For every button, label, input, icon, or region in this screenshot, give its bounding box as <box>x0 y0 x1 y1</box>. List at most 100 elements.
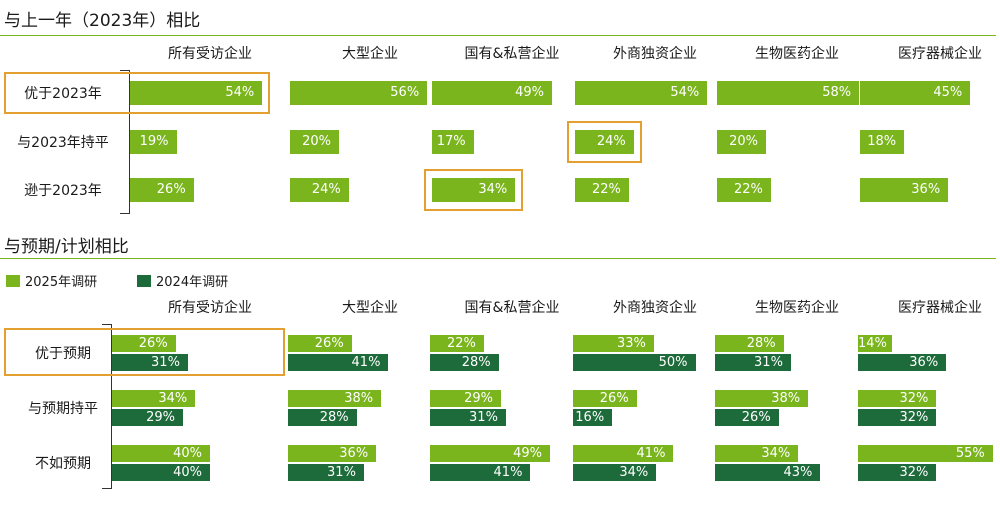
section1-row-label: 与2023年持平 <box>17 135 109 151</box>
section2-bar-2024 <box>112 464 210 481</box>
section1-bar <box>432 81 553 105</box>
section2-bar-2025 <box>715 390 809 407</box>
section1-bar-label: 34% <box>478 182 508 197</box>
section1-rule <box>0 35 996 36</box>
section1-bar <box>432 178 516 202</box>
section2-bar-2025-label: 34% <box>761 445 791 461</box>
section2-bar-2025 <box>858 335 893 352</box>
section1-highlight-box <box>567 121 642 163</box>
section2-bar-2024 <box>573 409 613 426</box>
section1-row-label: 优于2023年 <box>24 86 102 102</box>
section2-bar-2024 <box>715 354 791 371</box>
section2-bar-2025 <box>288 390 382 407</box>
section2-bar-2024 <box>430 354 499 371</box>
section1-bar-label: 54% <box>670 85 700 100</box>
section2-bar-2024 <box>715 409 779 426</box>
section2-bar-2024-label: 41% <box>493 464 523 480</box>
section2-bar-2025-label: 49% <box>513 445 543 461</box>
section1-highlight-box <box>4 72 271 114</box>
section1-col-header: 国有&私营企业 <box>464 46 560 62</box>
section2-bracket <box>102 324 112 489</box>
legend-2025: 2025年调研 <box>6 271 97 290</box>
section2-bar-2025 <box>858 390 937 407</box>
section2-bar-2025-label: 22% <box>446 335 476 351</box>
section2-bar-2025 <box>573 445 674 462</box>
section2-bar-2024-label: 31% <box>327 464 356 480</box>
section1-bar <box>290 178 349 202</box>
section2-bar-2024-label: 28% <box>319 409 349 425</box>
section2-row-label: 优于预期 <box>35 346 91 362</box>
section2-bar-2025 <box>573 335 654 352</box>
section2-bar-2024 <box>430 464 531 481</box>
section2-bar-2024-label: 29% <box>146 409 176 425</box>
section1-bar-label: 22% <box>733 182 763 197</box>
section2-row-label: 与预期持平 <box>28 401 98 417</box>
section2-col-header: 外商独资企业 <box>613 300 697 316</box>
section1-col-header: 大型企业 <box>342 46 398 62</box>
section2-bar-2024-label: 34% <box>619 464 649 480</box>
section2-bar-2024 <box>288 354 389 371</box>
section2-bar-2025-label: 26% <box>138 335 168 351</box>
section1-bar <box>575 130 634 154</box>
section2-col-header: 医疗器械企业 <box>898 300 982 316</box>
section2-bar-2025 <box>112 445 210 462</box>
section2-bar-2025-label: 26% <box>314 335 344 351</box>
section2-bar-2024-label: 32% <box>899 409 929 425</box>
section1-bar-label: 56% <box>390 85 420 100</box>
section1-bar <box>717 81 860 105</box>
section1-bar-label: 18% <box>867 134 897 149</box>
section2-bar-2024 <box>112 409 184 426</box>
legend-2024: 2024年调研 <box>137 271 228 290</box>
section1-bar <box>290 81 428 105</box>
section1-bar-label: 45% <box>933 85 963 100</box>
section1-bar <box>860 81 971 105</box>
section2-col-header: 生物医药企业 <box>755 300 839 316</box>
section1-bar-label: 26% <box>156 182 186 197</box>
section2-highlight-box <box>4 328 285 376</box>
section2-bar-2024-label: 28% <box>461 354 491 370</box>
section2-bar-2024 <box>715 464 821 481</box>
legend-label-2025: 2025年调研 <box>25 275 98 290</box>
section2-bar-2025-label: 29% <box>464 390 494 406</box>
section1-bar-label: 17% <box>436 134 466 149</box>
section2-col-header: 国有&私营企业 <box>464 300 560 316</box>
section1-row-label: 逊于2023年 <box>24 183 102 199</box>
section2-bar-2024 <box>288 464 364 481</box>
section1-col-header: 医疗器械企业 <box>898 46 982 62</box>
section1-title: 与上一年（2023年）相比 <box>4 11 201 31</box>
section2-bar-2024-label: 31% <box>754 354 783 370</box>
section2-bar-2025-label: 55% <box>955 445 985 461</box>
section1-bar-label: 36% <box>911 182 941 197</box>
section1-bar-label: 20% <box>729 134 758 149</box>
section2-bar-2024 <box>430 409 506 426</box>
section1-bar-label: 49% <box>515 85 545 100</box>
section2-row-label: 不如预期 <box>35 456 91 472</box>
section2-bar-2025 <box>430 390 502 407</box>
section1-bar <box>575 178 629 202</box>
section2-bar-2025-label: 28% <box>746 335 776 351</box>
section1-bar <box>290 130 339 154</box>
section2-bar-2025 <box>715 445 799 462</box>
section2-bar-2025-label: 26% <box>599 390 629 406</box>
section2-bar-2025-label: 40% <box>173 445 202 461</box>
legend-label-2024: 2024年调研 <box>156 275 229 290</box>
section2-title: 与预期/计划相比 <box>4 237 129 257</box>
section2-bar-2024-label: 43% <box>783 464 813 480</box>
section2-bar-2024-label: 31% <box>151 354 180 370</box>
section1-bar <box>860 178 949 202</box>
section1-bar-label: 22% <box>591 182 621 197</box>
legend-swatch-2024 <box>137 274 151 287</box>
section1-bar <box>575 81 708 105</box>
section2-bar-2025 <box>858 445 993 462</box>
section2-bar-2025-label: 38% <box>344 390 374 406</box>
section2-bar-2024 <box>288 409 357 426</box>
section1-bar <box>860 130 905 154</box>
section1-bar-label: 24% <box>596 134 626 149</box>
section1-bar-label: 24% <box>311 182 341 197</box>
section1-bar <box>130 130 177 154</box>
section2-bar-2025 <box>715 335 784 352</box>
section1-bar <box>717 178 771 202</box>
section2-bar-2025-label: 36% <box>339 445 369 461</box>
section1-col-header: 外商独资企业 <box>613 46 697 62</box>
section2-col-header: 所有受访企业 <box>168 300 252 316</box>
